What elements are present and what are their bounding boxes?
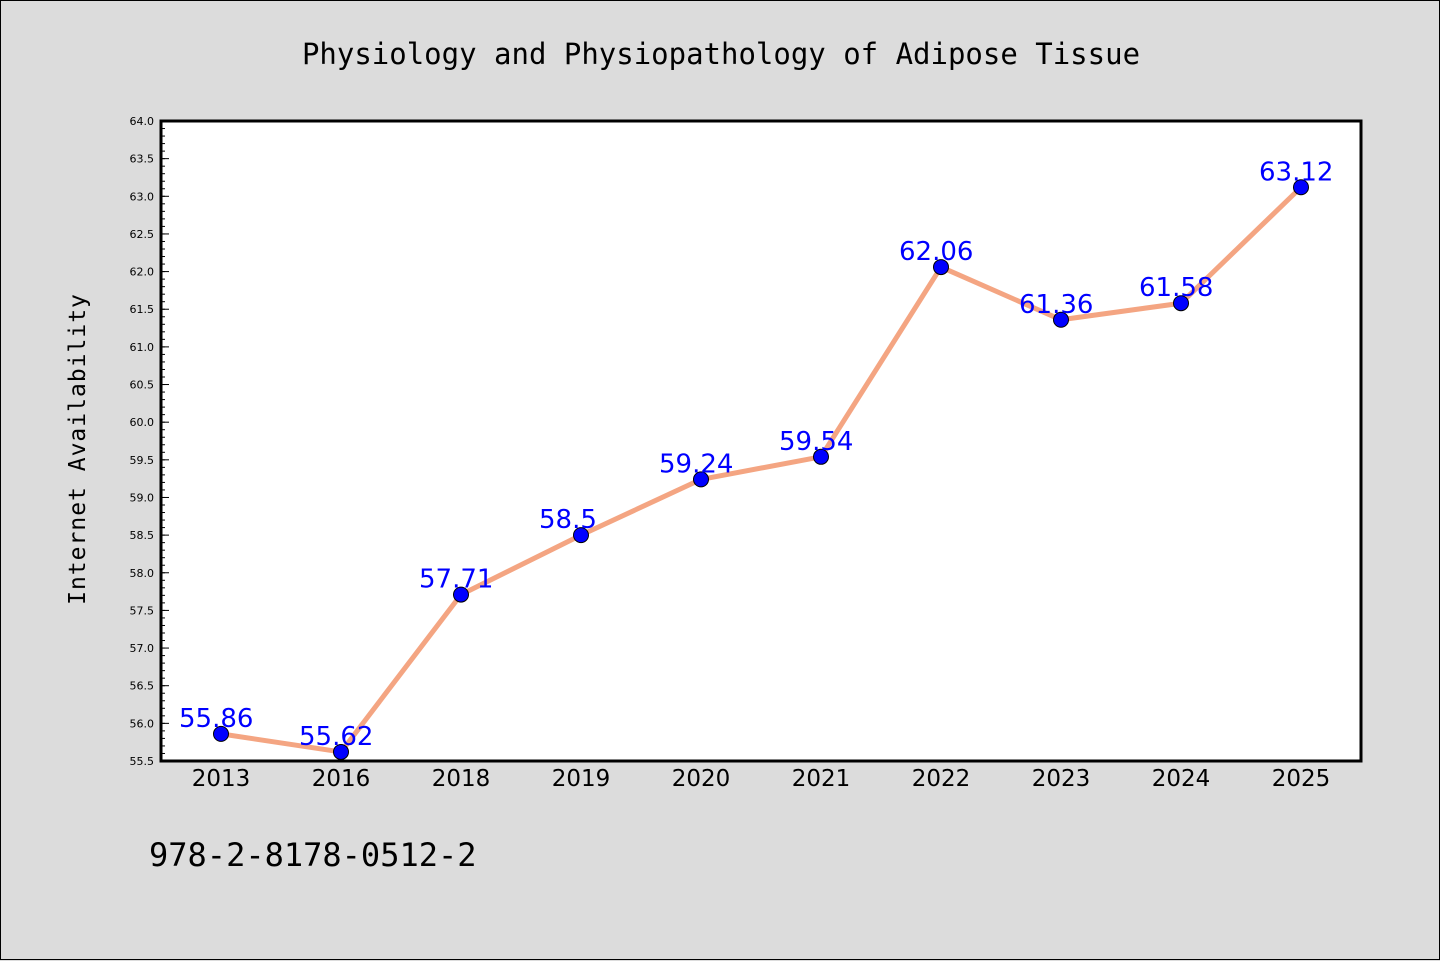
y-axis-label: Internet Availability <box>65 293 91 605</box>
x-tick-label: 2022 <box>912 766 971 792</box>
data-point <box>693 471 709 488</box>
x-tick-label: 2021 <box>792 766 851 792</box>
data-point <box>333 743 349 760</box>
x-tick-label: 2024 <box>1152 766 1211 792</box>
x-tick-label: 2023 <box>1032 766 1091 792</box>
data-label: 63.12 <box>1259 157 1333 187</box>
data-point <box>453 586 469 603</box>
x-tick-label: 2025 <box>1272 766 1331 792</box>
x-tick-label: 2020 <box>672 766 731 792</box>
x-tick-label: 2013 <box>192 766 251 792</box>
y-tick-label: 61.5 <box>130 303 155 316</box>
y-tick-label: 60.0 <box>130 416 155 429</box>
x-tick-label: 2016 <box>312 766 371 792</box>
y-axis: 55.5 56.0 56.5 57.0 57.5 58.0 58.5 59.0 59.5 60.0… <box>130 115 169 768</box>
data-label: 55.86 <box>179 704 253 734</box>
y-tick-label: 63.5 <box>130 153 155 166</box>
y-tick-label: 58.5 <box>130 529 155 542</box>
data-point <box>573 527 589 544</box>
data-label: 58.5 <box>539 505 597 535</box>
data-labels: 55.86 55.62 57.71 58.5 59.24 59.54 62.06 61.36 6… <box>179 157 1333 752</box>
plot-area <box>161 121 1361 761</box>
data-label: 61.36 <box>1019 290 1093 320</box>
y-tick-label: 62.5 <box>130 228 155 241</box>
y-tick-label: 59.0 <box>130 491 155 504</box>
y-tick-label: 62.0 <box>130 266 155 279</box>
y-tick-label: 60.5 <box>130 379 155 392</box>
y-tick-label: 56.0 <box>130 717 155 730</box>
data-label: 59.24 <box>659 449 733 479</box>
x-axis: 2013 2016 2018 2019 2020 2021 2022 2023 2024 2025 <box>192 766 1331 792</box>
data-point <box>933 259 949 276</box>
x-tick-label: 2019 <box>552 766 611 792</box>
footer-code: 978-2-8178-0512-2 <box>149 836 477 874</box>
y-tick-label: 57.5 <box>130 604 155 617</box>
y-tick-label: 59.5 <box>130 454 155 467</box>
y-tick-label: 63.0 <box>130 190 155 203</box>
data-point <box>213 725 229 742</box>
y-tick-label: 56.5 <box>130 680 155 693</box>
series-layer <box>213 179 1309 760</box>
data-point <box>1053 311 1069 328</box>
series-line <box>218 184 1304 755</box>
y-tick-label: 64.0 <box>130 115 155 128</box>
data-label: 59.54 <box>779 427 853 457</box>
data-point <box>1293 179 1309 196</box>
chart-title: Physiology and Physiopathology of Adipos… <box>302 37 1140 71</box>
y-tick-label: 58.0 <box>130 567 155 580</box>
y-tick-label: 57.0 <box>130 642 155 655</box>
data-label: 57.71 <box>419 565 493 595</box>
y-tick-label: 61.0 <box>130 341 155 354</box>
y-tick-label: 55.5 <box>130 755 155 768</box>
data-point <box>813 448 829 465</box>
data-label: 61.58 <box>1139 273 1213 303</box>
data-point <box>1173 295 1189 312</box>
data-label: 62.06 <box>899 237 973 267</box>
data-label: 55.62 <box>299 722 373 752</box>
plot-frame <box>159 119 1363 763</box>
x-tick-label: 2018 <box>432 766 491 792</box>
